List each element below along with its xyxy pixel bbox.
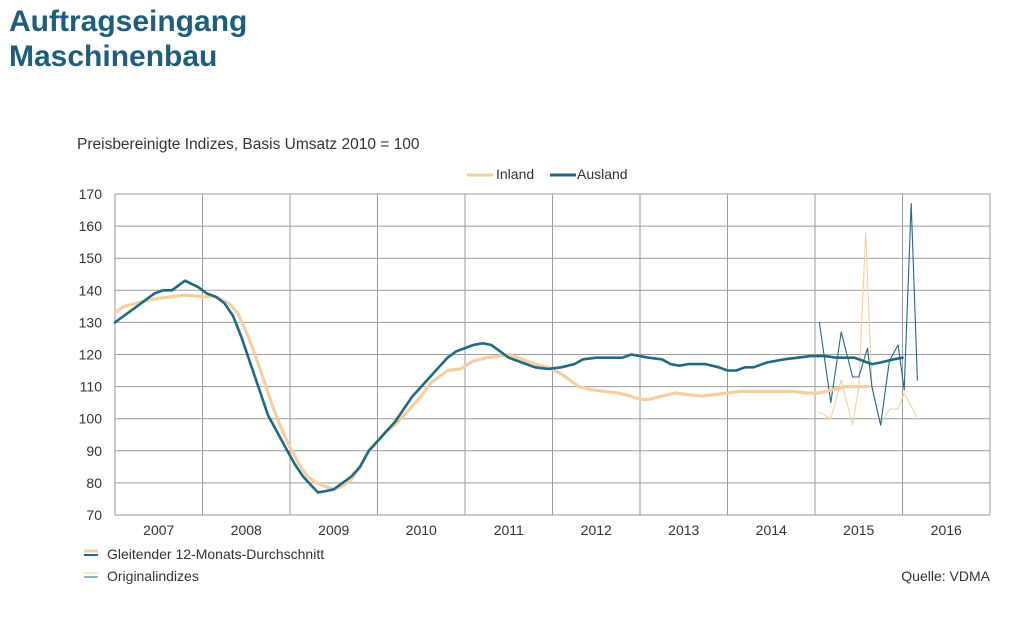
y-tick-label-90: 90 [86,443,102,459]
bottom-legend: Gleitender 12-Monats-Durchschnitt Origin… [84,546,324,584]
x-tick-label-2007: 2007 [143,522,174,538]
legend-original-label: Originalindizes [107,568,199,584]
title-line-1: Auftragseingang [9,5,248,38]
series-line-ausland-moving-average [113,279,904,494]
grid [114,193,991,516]
legend-inland-label: Inland [496,166,534,182]
y-tick-label-130: 130 [79,314,103,330]
legend-ausland-label: Ausland [577,166,628,182]
y-tick-label-150: 150 [79,250,103,266]
chart-subtitle: Preisbereinigte Indizes, Basis Umsatz 20… [77,136,420,153]
x-axis: 2007 2008 2009 2010 2011 2012 2013 2014 2015 2016 [143,522,962,538]
x-tick-label-2008: 2008 [231,522,262,538]
x-tick-label-2016: 2016 [931,522,962,538]
series-line-inland-moving-average [113,293,870,491]
x-tick-label-2010: 2010 [406,522,437,538]
x-tick-label-2014: 2014 [756,522,787,538]
x-tick-label-2012: 2012 [581,522,612,538]
y-tick-label-80: 80 [86,475,102,491]
y-tick-label-100: 100 [79,411,103,427]
y-tick-label-110: 110 [80,379,103,395]
title-line-2: Maschinenbau [9,40,218,73]
y-tick-label-140: 140 [79,282,103,298]
y-tick-label-160: 160 [79,218,103,234]
x-tick-label-2009: 2009 [318,522,349,538]
y-tick-label-70: 70 [86,507,102,523]
y-tick-label-120: 120 [79,347,103,363]
legend-moving-average-label: Gleitender 12-Monats-Durchschnitt [107,546,324,562]
y-axis: 70 80 90 100 110 120 130 140 150 160 170 [79,186,103,523]
y-tick-label-170: 170 [79,186,103,202]
x-tick-label-2013: 2013 [668,522,699,538]
x-tick-label-2011: 2011 [494,522,524,538]
series-line-ausland-original [818,203,918,426]
source-label: Quelle: VDMA [901,568,990,584]
x-tick-label-2015: 2015 [843,522,874,538]
top-legend: Inland Ausland [467,166,628,182]
plot-lines [113,203,918,494]
page-title: Auftragseingang Maschinenbau [9,4,247,74]
